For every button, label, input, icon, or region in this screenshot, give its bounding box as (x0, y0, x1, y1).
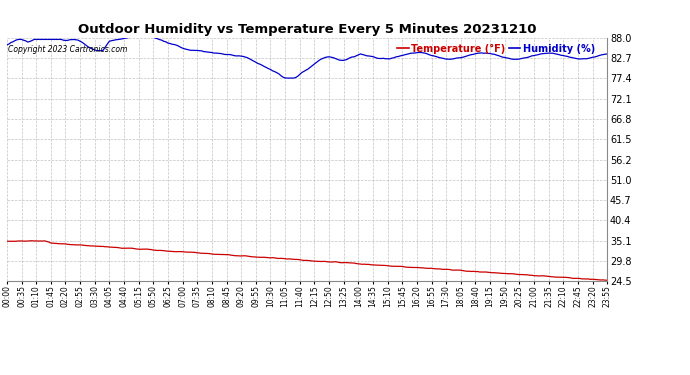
Title: Outdoor Humidity vs Temperature Every 5 Minutes 20231210: Outdoor Humidity vs Temperature Every 5 … (78, 23, 536, 36)
Legend: Temperature (°F), Humidity (%): Temperature (°F), Humidity (%) (393, 40, 600, 58)
Text: Copyright 2023 Cartronics.com: Copyright 2023 Cartronics.com (8, 45, 128, 54)
